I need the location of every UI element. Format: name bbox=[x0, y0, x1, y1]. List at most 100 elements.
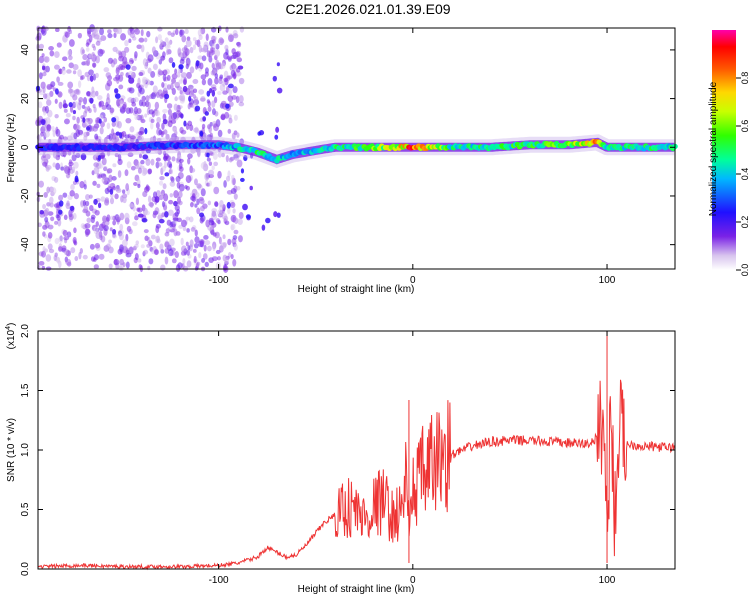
spectrogram-speckle-point bbox=[166, 74, 171, 82]
spectrogram-speckle-point bbox=[232, 86, 238, 94]
spectrogram-speckle-point bbox=[156, 116, 162, 123]
spectrogram-speckle-point bbox=[201, 78, 207, 86]
spectrogram-speckle-point bbox=[109, 197, 115, 205]
spectrogram-speckle-point bbox=[128, 107, 134, 114]
spectrogram-speckle-point bbox=[178, 79, 184, 84]
spectrogram-speckle-point bbox=[145, 158, 151, 166]
spectrogram-speckle-point bbox=[173, 228, 178, 237]
spectrogram-speckle-point bbox=[206, 245, 212, 252]
spectrogram-speckle-point bbox=[134, 162, 139, 170]
spectrogram-speckle-point bbox=[238, 101, 245, 107]
spectrogram-speckle-point bbox=[64, 31, 70, 38]
spectrogram-speckle-point bbox=[106, 79, 113, 87]
spectrogram-speckle-point bbox=[145, 95, 150, 102]
spectrogram-speckle-point bbox=[41, 250, 46, 258]
spectrogram-speckle-point bbox=[231, 174, 235, 180]
spectrogram-speckle-point bbox=[152, 85, 158, 93]
spectrogram-speckle-point bbox=[160, 55, 166, 61]
spectrogram-ridge bbox=[35, 134, 678, 169]
spectrogram-speckle-point bbox=[95, 135, 99, 141]
spectrogram-speckle-point bbox=[54, 220, 58, 225]
spectrogram-speckle-point bbox=[159, 243, 164, 251]
spectrogram-speckle-point bbox=[194, 192, 200, 198]
spectrogram-speckle-point bbox=[192, 78, 199, 85]
spectrogram-speckle-point bbox=[53, 203, 60, 208]
spectrogram-speckle-point bbox=[276, 62, 280, 67]
spectrogram-speckle-point bbox=[101, 221, 106, 229]
spectrogram-speckle-point bbox=[167, 30, 172, 36]
spectrogram-speckle-point bbox=[132, 205, 136, 212]
spectrogram-speckle-point bbox=[140, 29, 144, 37]
spectrogram-speckle-point bbox=[94, 209, 100, 216]
spectrogram-speckle-point bbox=[249, 185, 253, 191]
spectrogram-speckle-point bbox=[79, 181, 85, 189]
spectrogram-speckle-point bbox=[118, 55, 124, 62]
spectrogram-speckle-point bbox=[125, 252, 132, 258]
spectrogram-speckle-point bbox=[41, 65, 46, 71]
spectrogram-speckle-point bbox=[122, 196, 127, 204]
spectrogram-speckle-point bbox=[168, 199, 174, 205]
spectrogram-speckle-point bbox=[186, 260, 192, 268]
spectrogram-speckle-point bbox=[49, 196, 54, 204]
spectrogram-speckle-point bbox=[181, 47, 187, 53]
spectrogram-speckle-point bbox=[108, 133, 113, 141]
spectrogram-speckle-point bbox=[222, 241, 227, 248]
spectrogram-speckle-point bbox=[73, 227, 77, 234]
spectrogram-speckle-point bbox=[189, 239, 194, 248]
spectrogram-speckle-point bbox=[97, 154, 101, 161]
spectrogram-speckle-point bbox=[233, 193, 238, 200]
spectrogram-speckle-point bbox=[164, 37, 169, 43]
spectrogram-speckle-point bbox=[93, 162, 99, 168]
spectrogram-speckle-point bbox=[276, 87, 283, 94]
spectrogram-speckle-point bbox=[204, 111, 209, 116]
spectrogram-speckle-point bbox=[121, 189, 126, 194]
spectrogram-speckle-point bbox=[91, 86, 95, 94]
spectrogram-speckle-point bbox=[193, 127, 199, 133]
spectrogram-speckle-point bbox=[85, 42, 90, 47]
spectrogram-speckle-point bbox=[45, 166, 50, 172]
x-tick-label: -100 bbox=[209, 275, 229, 286]
spectrogram-speckle-point bbox=[68, 39, 75, 47]
spectrogram-speckle-point bbox=[136, 107, 142, 114]
spectrogram-speckle-point bbox=[68, 29, 72, 35]
spectrogram-speckle-point bbox=[61, 67, 66, 76]
spectrogram-speckle-point bbox=[224, 111, 230, 119]
spectrogram-speckle-point bbox=[147, 195, 152, 203]
spectrogram-speckle-point bbox=[39, 209, 45, 215]
spectrogram-speckle-point bbox=[224, 258, 229, 264]
spectrogram-speckle-point bbox=[89, 243, 95, 250]
spectrogram-speckle-point bbox=[202, 133, 208, 140]
spectrogram-speckle-point bbox=[85, 47, 90, 52]
spectrogram-speckle-point bbox=[219, 74, 224, 80]
spectrogram-speckle-point bbox=[193, 242, 199, 249]
spectrogram-speckle-point bbox=[44, 105, 49, 114]
spectrogram-speckle-point bbox=[79, 248, 83, 254]
spectrogram-speckle-point bbox=[217, 152, 223, 158]
spectrogram-speckle-point bbox=[211, 108, 216, 116]
spectrogram-speckle-point bbox=[174, 96, 178, 102]
spectrogram-speckle-point bbox=[138, 130, 144, 136]
spectrogram-speckle-point bbox=[202, 253, 208, 260]
spectrogram-speckle-point bbox=[50, 216, 55, 222]
spectrogram-speckle-point bbox=[77, 69, 82, 77]
spectrogram-speckle-point bbox=[93, 166, 100, 175]
spectrogram-speckle-point bbox=[171, 61, 176, 68]
spectrogram-speckle-point bbox=[148, 258, 154, 265]
spectrogram-speckle-point bbox=[115, 188, 122, 193]
spectrogram-speckle-point bbox=[187, 153, 193, 159]
snr-y-label: SNR (10 * v/v) bbox=[6, 418, 17, 482]
spectrogram-speckle-point bbox=[155, 121, 160, 129]
spectrogram-speckle-point bbox=[192, 44, 196, 51]
spectrogram-speckle-point bbox=[104, 197, 110, 204]
spectrogram-speckle-point bbox=[114, 193, 119, 200]
spectrogram-speckle-point bbox=[196, 261, 201, 266]
spectrogram-speckle-point bbox=[117, 158, 123, 166]
spectrogram-speckle-point bbox=[54, 98, 58, 104]
spectrogram-speckle-point bbox=[126, 161, 132, 169]
spectrogram-speckle-point bbox=[189, 66, 195, 74]
svg-text:(x104): (x104) bbox=[5, 323, 17, 350]
spectrogram-speckle-point bbox=[53, 254, 58, 262]
spectrogram-speckle-point bbox=[40, 119, 46, 126]
spectrogram-speckle-point bbox=[112, 163, 117, 168]
spectrogram-speckle-point bbox=[65, 258, 72, 266]
